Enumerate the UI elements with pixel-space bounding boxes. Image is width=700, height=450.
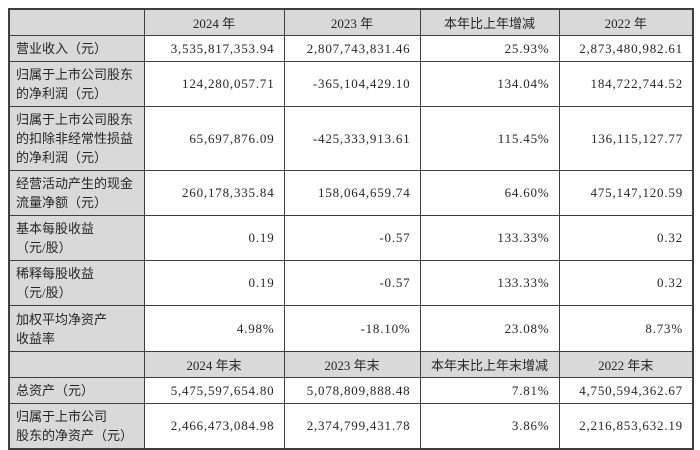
cell-value: 7.81% (419, 377, 560, 404)
annual-header-row: 2024 年 2023 年 本年比上年增减 2022 年 (8, 8, 694, 36)
row-label: 基本每股收益 （元/股） (8, 215, 145, 261)
cell-value: 2,873,480,982.61 (558, 35, 694, 62)
table-row-operating-cash-flow: 经营活动产生的现金 流量净额（元） 260,178,335.84 158,064… (8, 170, 694, 216)
cell-value: 158,064,659.74 (283, 170, 421, 216)
cell-value: 133.33% (419, 215, 560, 261)
cell-value: 2,807,743,831.46 (283, 35, 421, 62)
financial-summary-table: 2024 年 2023 年 本年比上年增减 2022 年 营业收入（元） 3,5… (8, 8, 694, 450)
cell-value: 3,535,817,353.94 (143, 35, 285, 62)
cell-value: 0.19 (143, 215, 285, 261)
row-label: 稀释每股收益 （元/股） (8, 260, 145, 306)
table-row-revenue: 营业收入（元） 3,535,817,353.94 2,807,743,831.4… (8, 35, 694, 62)
cell-value: 8.73% (558, 305, 694, 352)
cell-value: 133.33% (419, 260, 560, 306)
cell-value: 2,466,473,084.98 (143, 403, 285, 450)
cell-value: -18.10% (283, 305, 421, 352)
table-row-net-profit: 归属于上市公司股东 的净利润（元） 124,280,057.71 -365,10… (8, 61, 694, 107)
row-label: 总资产（元） (8, 377, 145, 404)
row-label: 归属于上市公司股东 的扣除非经常性损益 的净利润（元） (8, 106, 145, 171)
table-row-diluted-eps: 稀释每股收益 （元/股） 0.19 -0.57 133.33% 0.32 (8, 260, 694, 306)
corner-cell (8, 351, 145, 378)
cell-value: 3.86% (419, 403, 560, 450)
cell-value: -0.57 (283, 215, 421, 261)
cell-value: 475,147,120.59 (558, 170, 694, 216)
table-row-net-profit-excl-nonrecurring: 归属于上市公司股东 的扣除非经常性损益 的净利润（元） 65,697,876.0… (8, 106, 694, 171)
cell-value: 0.32 (558, 260, 694, 306)
cell-value: 2,216,853,632.19 (558, 403, 694, 450)
cell-value: -425,333,913.61 (283, 106, 421, 171)
cell-value: 25.93% (419, 35, 560, 62)
column-header-2023: 2023 年 (283, 8, 421, 36)
column-header-2024: 2024 年 (143, 8, 285, 36)
cell-value: 2,374,799,431.78 (283, 403, 421, 450)
cell-value: 5,078,809,888.48 (283, 377, 421, 404)
column-header-2023-yearend: 2023 年末 (283, 351, 421, 378)
table-row-total-assets: 总资产（元） 5,475,597,654.80 5,078,809,888.48… (8, 377, 694, 404)
yearend-header-row: 2024 年末 2023 年末 本年末比上年末增减 2022 年末 (8, 351, 694, 378)
table-row-basic-eps: 基本每股收益 （元/股） 0.19 -0.57 133.33% 0.32 (8, 215, 694, 261)
row-label: 加权平均净资产 收益率 (8, 305, 145, 352)
table-row-net-assets: 归属于上市公司 股东的净资产（元） 2,466,473,084.98 2,374… (8, 403, 694, 450)
cell-value: 134.04% (419, 61, 560, 107)
cell-value: 115.45% (419, 106, 560, 171)
cell-value: 136,115,127.77 (558, 106, 694, 171)
column-header-yearend-change: 本年末比上年末增减 (419, 351, 560, 378)
corner-cell (8, 8, 145, 36)
cell-value: 4,750,594,362.67 (558, 377, 694, 404)
column-header-2022-yearend: 2022 年末 (558, 351, 694, 378)
table-row-weighted-avg-roe: 加权平均净资产 收益率 4.98% -18.10% 23.08% 8.73% (8, 305, 694, 352)
cell-value: 4.98% (143, 305, 285, 352)
cell-value: -0.57 (283, 260, 421, 306)
cell-value: 5,475,597,654.80 (143, 377, 285, 404)
cell-value: 124,280,057.71 (143, 61, 285, 107)
column-header-2022: 2022 年 (558, 8, 694, 36)
cell-value: 184,722,744.52 (558, 61, 694, 107)
cell-value: 0.32 (558, 215, 694, 261)
row-label: 经营活动产生的现金 流量净额（元） (8, 170, 145, 216)
column-header-yoy-change: 本年比上年增减 (419, 8, 560, 36)
row-label: 归属于上市公司股东 的净利润（元） (8, 61, 145, 107)
cell-value: 23.08% (419, 305, 560, 352)
column-header-2024-yearend: 2024 年末 (143, 351, 285, 378)
cell-value: 260,178,335.84 (143, 170, 285, 216)
cell-value: 64.60% (419, 170, 560, 216)
cell-value: -365,104,429.10 (283, 61, 421, 107)
row-label: 归属于上市公司 股东的净资产（元） (8, 403, 145, 450)
cell-value: 65,697,876.09 (143, 106, 285, 171)
cell-value: 0.19 (143, 260, 285, 306)
row-label: 营业收入（元） (8, 35, 145, 62)
